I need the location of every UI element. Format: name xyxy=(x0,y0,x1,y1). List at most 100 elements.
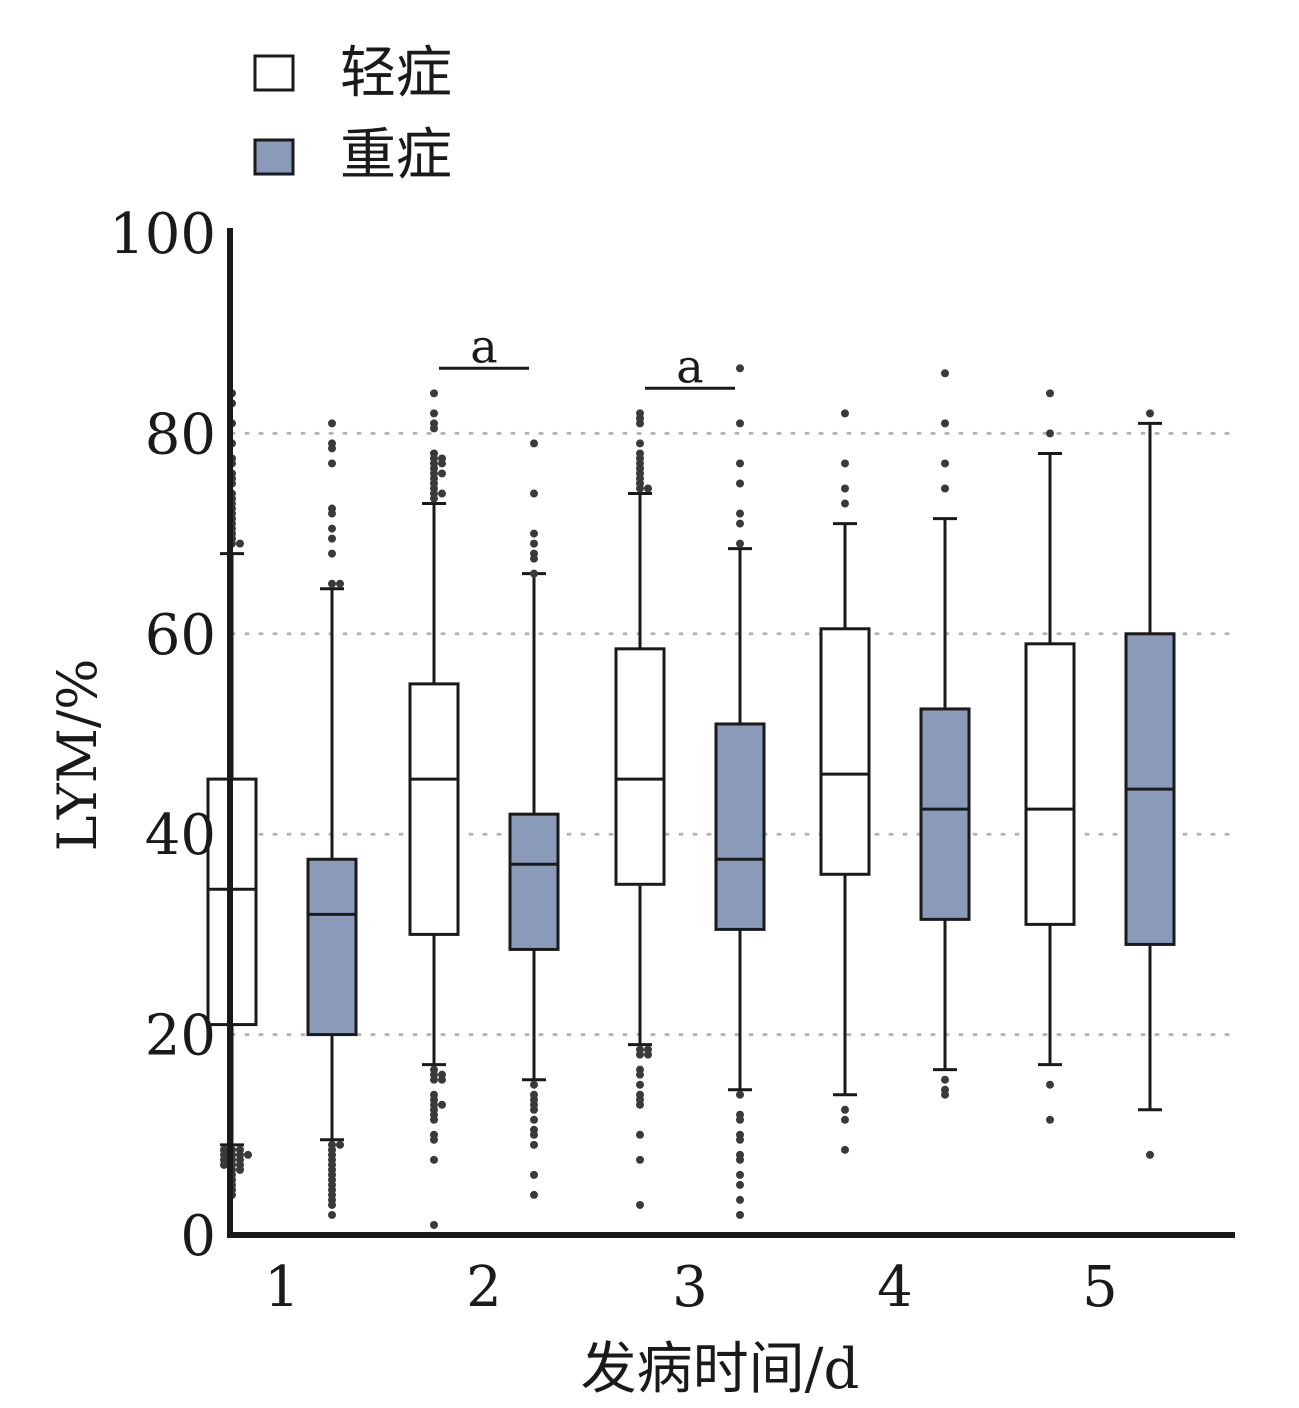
outlier-point xyxy=(336,1140,344,1149)
box-iqr xyxy=(306,857,358,1037)
outlier-point xyxy=(328,1210,336,1219)
box-iqr xyxy=(614,647,666,886)
outlier-point xyxy=(841,1105,849,1114)
outlier-point xyxy=(1046,389,1054,398)
outlier-point xyxy=(736,479,744,488)
outlier-point xyxy=(736,519,744,528)
box-iqr xyxy=(508,812,560,951)
outlier-point xyxy=(736,364,744,373)
outlier-point xyxy=(530,439,538,448)
outlier-point xyxy=(530,1105,538,1114)
outlier-point xyxy=(736,1170,744,1179)
box-mild-day-4 xyxy=(819,409,871,1154)
x-tick-label-4: 4 xyxy=(877,1255,913,1320)
box-severe-day-3 xyxy=(714,364,766,1219)
outlier-point xyxy=(530,1190,538,1199)
outlier-point xyxy=(530,1130,538,1139)
outlier-point xyxy=(244,1150,252,1159)
outlier-point xyxy=(328,524,336,533)
outlier-point xyxy=(841,1115,849,1124)
outlier-point xyxy=(1146,409,1154,418)
outlier-point xyxy=(636,1050,644,1059)
outlier-point xyxy=(438,1100,446,1109)
outlier-point xyxy=(328,459,336,468)
outlier-point xyxy=(430,1155,438,1164)
outlier-point xyxy=(644,1050,652,1059)
outlier-point xyxy=(636,484,644,493)
outlier-point xyxy=(941,369,949,378)
outlier-point xyxy=(530,539,538,548)
y-tick-label-40: 40 xyxy=(145,803,216,868)
outlier-point xyxy=(636,1200,644,1209)
outlier-point xyxy=(841,484,849,493)
outlier-point xyxy=(636,1130,644,1139)
box-mild-day-5 xyxy=(1024,389,1076,1124)
outlier-point xyxy=(530,529,538,538)
legend-swatch-mild xyxy=(253,54,295,92)
outlier-point xyxy=(941,1075,949,1084)
y-axis-title: LYM/% xyxy=(46,659,109,852)
y-tick-label-100: 100 xyxy=(109,202,216,267)
outlier-point xyxy=(636,1080,644,1089)
outlier-point xyxy=(736,1180,744,1189)
outlier-point xyxy=(438,1075,446,1084)
x-tick-label-1: 1 xyxy=(264,1255,300,1320)
outlier-point xyxy=(841,499,849,508)
outlier-point xyxy=(636,1155,644,1164)
legend: 轻症 重症 xyxy=(253,41,452,188)
outlier-point xyxy=(1046,429,1054,438)
x-tick-label-2: 2 xyxy=(466,1255,502,1320)
outlier-point xyxy=(328,579,336,588)
outlier-point xyxy=(530,1170,538,1179)
legend-label-severe: 重症 xyxy=(340,123,452,188)
outlier-point xyxy=(438,469,446,478)
outlier-point xyxy=(736,1195,744,1204)
outlier-point xyxy=(220,1160,228,1169)
y-tick-label-80: 80 xyxy=(145,402,216,467)
outlier-point xyxy=(736,1210,744,1219)
outlier-point xyxy=(430,494,438,503)
box-severe-day-5 xyxy=(1124,409,1176,1159)
box-severe-day-4 xyxy=(919,369,971,1099)
x-axis-ticks: 1 2 3 4 5 xyxy=(264,1255,1118,1320)
outlier-point xyxy=(430,1220,438,1229)
outlier-point xyxy=(841,1145,849,1154)
outlier-point xyxy=(530,1115,538,1124)
outlier-point xyxy=(736,539,744,548)
x-tick-label-3: 3 xyxy=(672,1255,708,1320)
outlier-point xyxy=(328,444,336,453)
outlier-point xyxy=(644,484,652,493)
outlier-point xyxy=(530,569,538,578)
outlier-point xyxy=(328,419,336,428)
outlier-point xyxy=(636,419,644,428)
outlier-point xyxy=(736,1090,744,1099)
box-iqr xyxy=(819,627,871,876)
outlier-point xyxy=(236,1165,244,1174)
outlier-point xyxy=(941,459,949,468)
outlier-point xyxy=(636,1070,644,1079)
plot-area xyxy=(206,364,1176,1229)
x-tick-label-5: 5 xyxy=(1082,1255,1118,1320)
outlier-point xyxy=(430,1115,438,1124)
outlier-point xyxy=(941,1090,949,1099)
y-tick-label-20: 20 xyxy=(145,1004,216,1069)
outlier-point xyxy=(736,509,744,518)
box-mild-day-2 xyxy=(408,389,460,1229)
outlier-point xyxy=(736,419,744,428)
outlier-point xyxy=(636,1100,644,1109)
outlier-point xyxy=(430,389,438,398)
outlier-point xyxy=(1046,1080,1054,1089)
outlier-point xyxy=(530,489,538,498)
annotation-label-2: a xyxy=(676,339,703,393)
box-iqr xyxy=(714,722,766,931)
outlier-point xyxy=(438,459,446,468)
outlier-point xyxy=(736,1135,744,1144)
outlier-point xyxy=(1146,1150,1154,1159)
outlier-point xyxy=(1046,1115,1054,1124)
y-axis-ticks: 0 20 40 60 80 100 xyxy=(109,202,216,1269)
outlier-point xyxy=(430,409,438,418)
outlier-point xyxy=(328,534,336,543)
x-axis-title: 发病时间/d xyxy=(581,1337,860,1402)
outlier-point xyxy=(736,459,744,468)
